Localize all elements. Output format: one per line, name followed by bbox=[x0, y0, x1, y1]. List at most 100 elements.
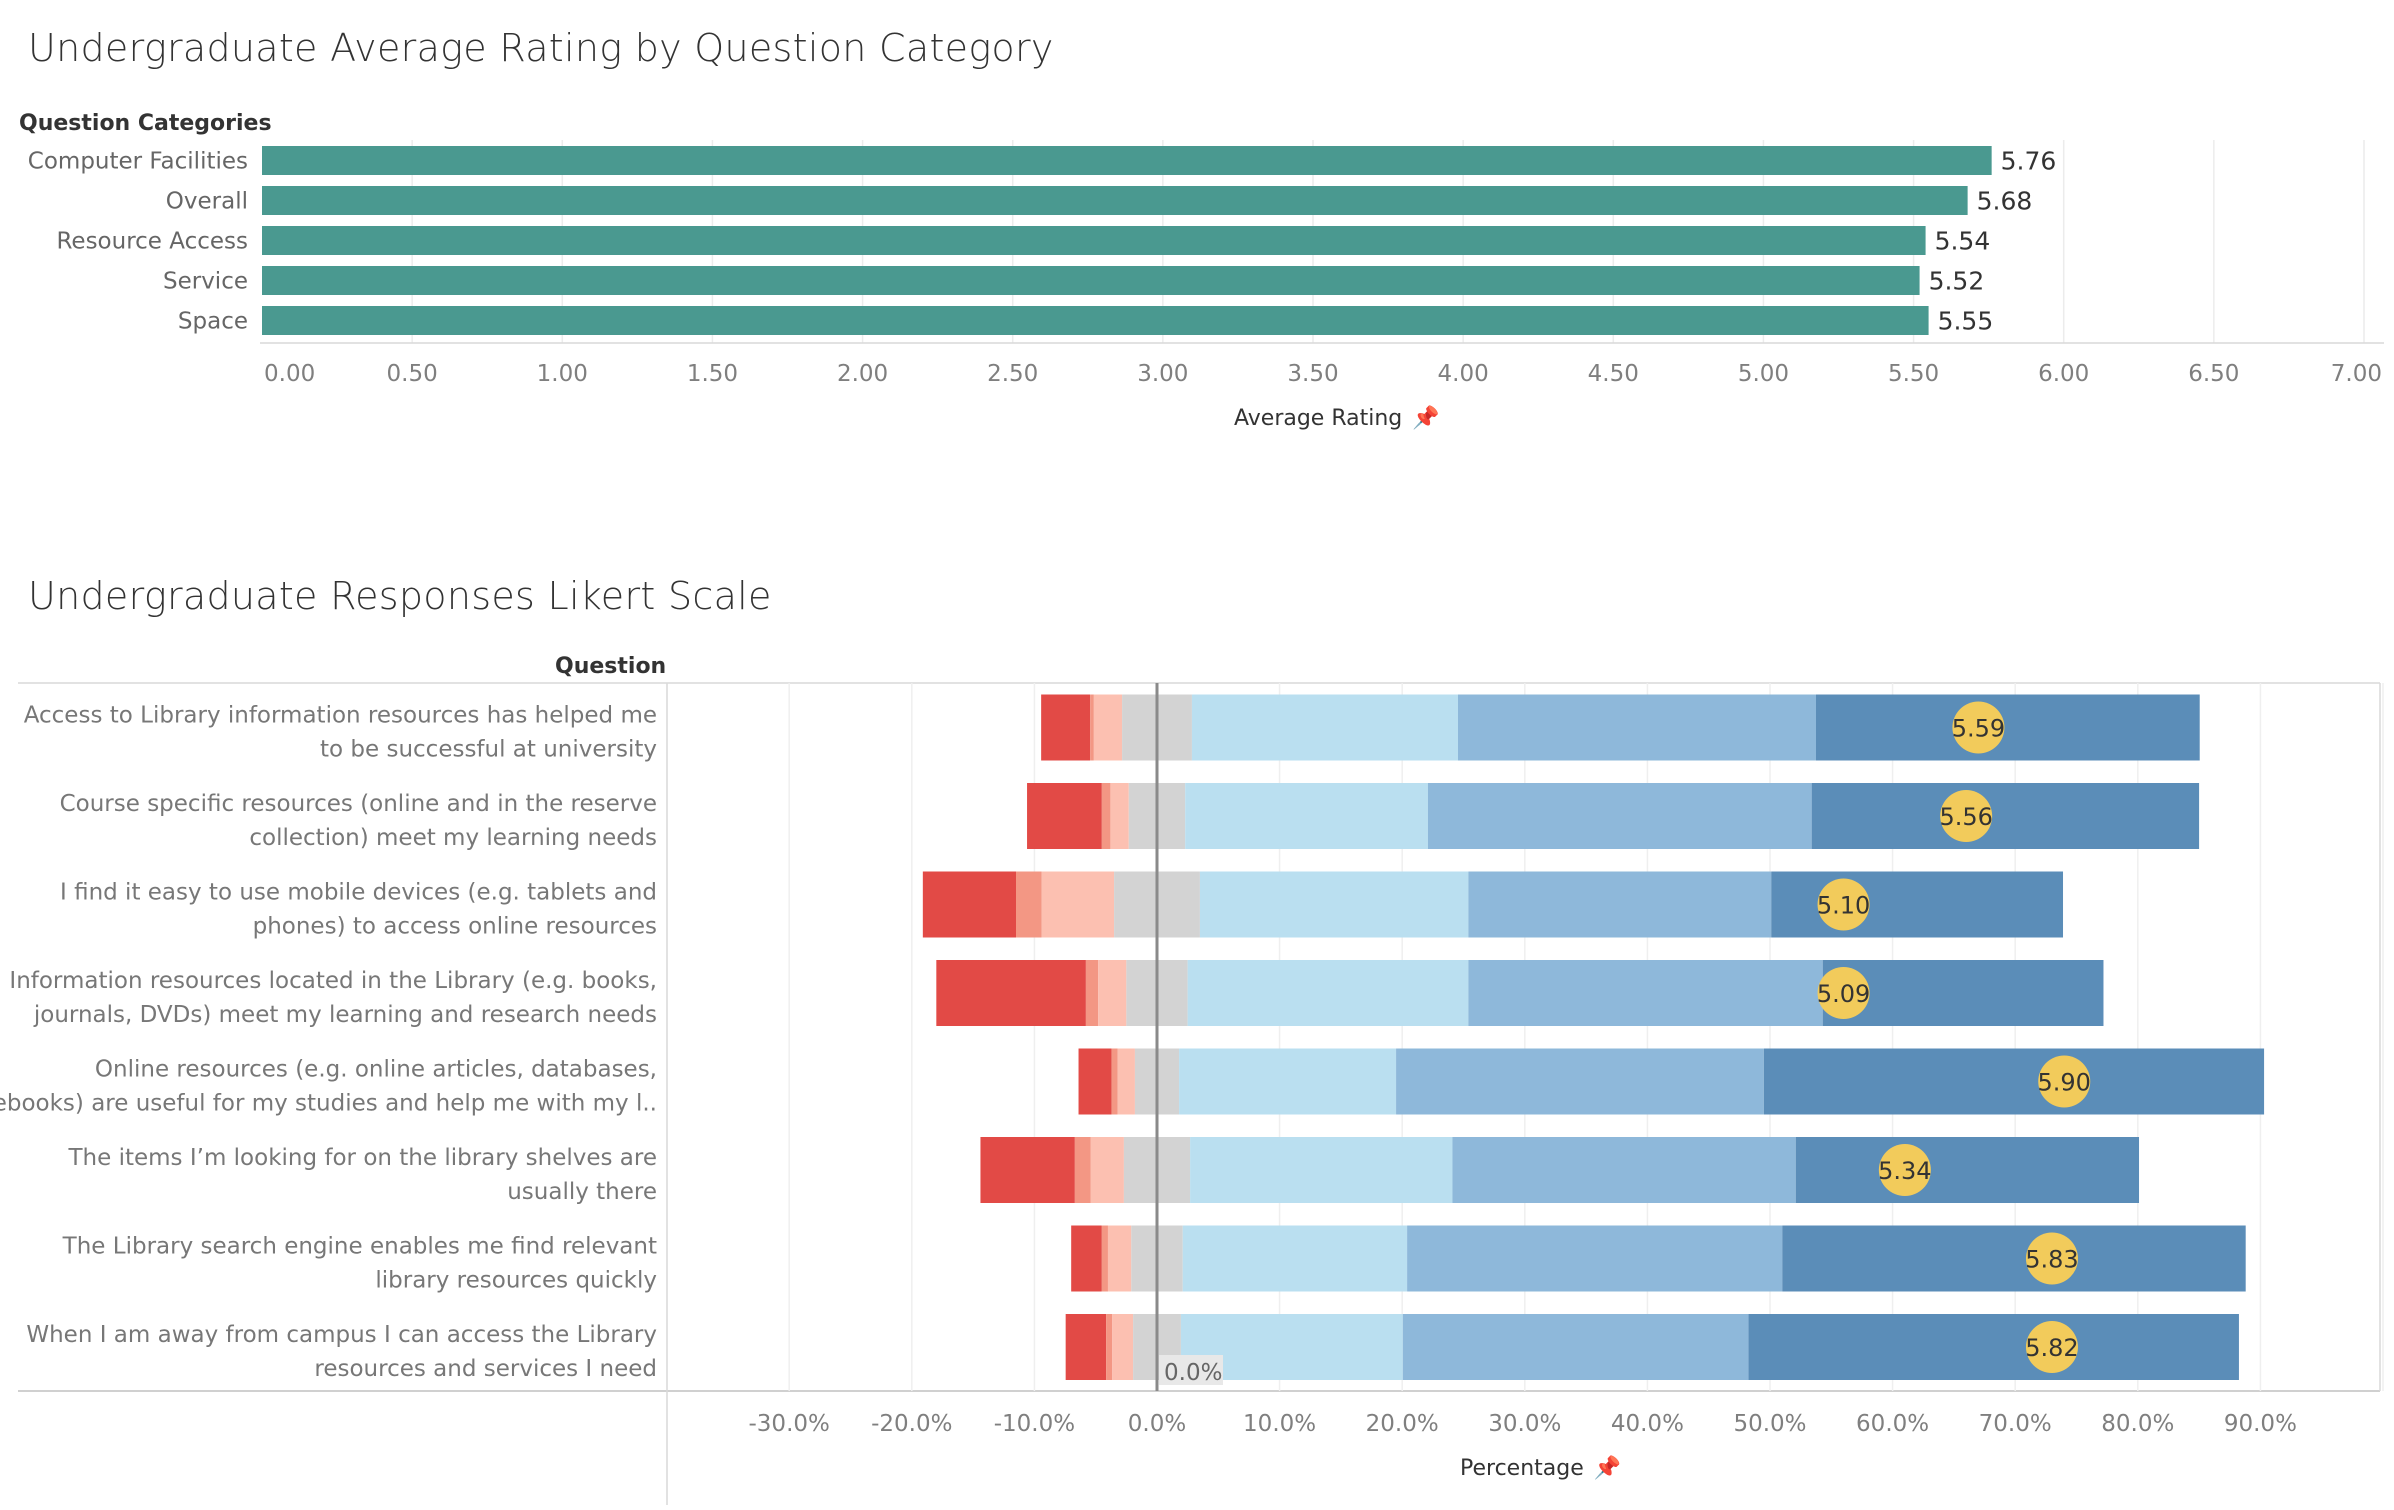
average-marker bbox=[1817, 967, 1870, 1019]
likert-segment bbox=[1101, 1225, 1108, 1292]
question-label: Information resources located in the Lib… bbox=[9, 968, 657, 994]
average-marker bbox=[1940, 790, 1993, 842]
average-label: 5.10 bbox=[1817, 892, 1870, 920]
rating-value-label: 5.68 bbox=[1977, 187, 2033, 216]
likert-segment bbox=[1112, 1314, 1134, 1380]
average-marker bbox=[2025, 1321, 2078, 1373]
likert-segment bbox=[1106, 1314, 1113, 1380]
category-label: Service bbox=[163, 269, 248, 295]
average-label: 5.82 bbox=[2025, 1334, 2078, 1362]
rating-bar bbox=[262, 146, 1992, 175]
question-label: When I am away from campus I can access … bbox=[26, 1322, 657, 1348]
likert-segment bbox=[980, 1137, 1075, 1203]
likert-segment bbox=[1468, 960, 1823, 1026]
top-tick-label: 4.00 bbox=[1438, 361, 1489, 387]
category-label: Overall bbox=[166, 189, 248, 215]
likert-segment bbox=[1041, 871, 1115, 938]
likert-segment bbox=[922, 871, 1017, 938]
average-label: 5.56 bbox=[1939, 803, 1992, 831]
top-bar-chart: Computer Facilities 5.76 Overall 5.68 Resour… bbox=[28, 140, 2384, 387]
question-label: I find it easy to use mobile devices (e.… bbox=[60, 880, 657, 906]
rating-value-label: 5.52 bbox=[1929, 267, 1985, 296]
top-tick-label: 0.00 bbox=[264, 361, 315, 387]
question-label: resources and services I need bbox=[314, 1356, 657, 1382]
bottom-axis-title: Percentage bbox=[1460, 1456, 1584, 1481]
bottom-tick-label: 50.0% bbox=[1733, 1411, 1806, 1437]
pin-icon[interactable]: 📌 bbox=[1593, 1456, 1622, 1481]
likert-segment bbox=[1110, 783, 1129, 849]
zero-label-box bbox=[1159, 1355, 1223, 1385]
top-tick-label: 6.00 bbox=[2038, 361, 2089, 387]
likert-segment bbox=[1185, 783, 1428, 849]
rating-bar bbox=[262, 306, 1929, 335]
likert-segment bbox=[1179, 1048, 1397, 1115]
likert-segment bbox=[1085, 960, 1099, 1026]
top-tick-label: 5.00 bbox=[1738, 361, 1789, 387]
average-marker bbox=[2038, 1055, 2091, 1108]
top-tick-label: 0.50 bbox=[387, 361, 438, 387]
top-axis-title: Average Rating bbox=[1234, 406, 1403, 431]
top-tick-label: 1.00 bbox=[537, 361, 588, 387]
average-marker bbox=[1817, 878, 1870, 931]
likert-segment bbox=[1093, 694, 1123, 761]
average-label: 5.34 bbox=[1878, 1157, 1931, 1185]
top-tick-label: 3.00 bbox=[1137, 361, 1188, 387]
top-axis-title-wrap: Average Rating 📌 bbox=[1234, 406, 1440, 431]
likert-segment bbox=[1748, 1314, 2239, 1380]
category-label: Space bbox=[178, 309, 248, 335]
question-label: The items I’m looking for on the library… bbox=[68, 1145, 658, 1171]
bottom-chart-title: Undergraduate Responses Likert Scale bbox=[28, 574, 772, 618]
question-label: collection) meet my learning needs bbox=[249, 825, 657, 851]
top-tick-label: 3.50 bbox=[1287, 361, 1338, 387]
question-label: Online resources (e.g. online articles, … bbox=[95, 1057, 657, 1083]
question-label: library resources quickly bbox=[375, 1268, 657, 1294]
likert-segment bbox=[1016, 871, 1042, 938]
likert-segment bbox=[1811, 783, 2200, 849]
top-tick-label: 7.00 bbox=[2331, 361, 2382, 387]
likert-segment bbox=[1396, 1048, 1764, 1115]
bottom-tick-label: 0.0% bbox=[1128, 1411, 1186, 1437]
average-label: 5.83 bbox=[2025, 1246, 2078, 1274]
likert-segment bbox=[1117, 1048, 1135, 1115]
likert-segment bbox=[1457, 694, 1816, 761]
likert-segment bbox=[1763, 1048, 2265, 1115]
question-label: usually there bbox=[507, 1179, 657, 1205]
average-label: 5.09 bbox=[1817, 980, 1870, 1008]
rating-bar bbox=[262, 226, 1926, 255]
bottom-tick-label: -10.0% bbox=[994, 1411, 1075, 1437]
bottom-tick-label: 10.0% bbox=[1243, 1411, 1316, 1437]
bottom-tick-label: 30.0% bbox=[1488, 1411, 1561, 1437]
likert-segment bbox=[1071, 1225, 1102, 1292]
top-tick-label: 1.50 bbox=[687, 361, 738, 387]
likert-segment bbox=[1427, 783, 1812, 849]
likert-segment bbox=[1101, 783, 1111, 849]
average-label: 5.59 bbox=[1952, 715, 2005, 743]
top-tick-label: 6.50 bbox=[2188, 361, 2239, 387]
likert-segment bbox=[1041, 694, 1091, 761]
rating-value-label: 5.76 bbox=[2001, 147, 2057, 176]
question-label: The Library search engine enables me fin… bbox=[62, 1234, 657, 1260]
category-label: Computer Facilities bbox=[28, 149, 248, 175]
bottom-tick-label: 90.0% bbox=[2224, 1411, 2297, 1437]
average-marker bbox=[1878, 1144, 1931, 1196]
bottom-tick-label: -30.0% bbox=[749, 1411, 830, 1437]
bottom-tick-label: 80.0% bbox=[2101, 1411, 2174, 1437]
likert-segment bbox=[1795, 1137, 2140, 1203]
likert-segment bbox=[936, 960, 1086, 1026]
likert-segment bbox=[1027, 783, 1102, 849]
likert-segment bbox=[1090, 694, 1094, 761]
bottom-tick-label: 60.0% bbox=[1856, 1411, 1929, 1437]
average-label: 5.90 bbox=[2038, 1069, 2091, 1097]
zero-reference-label: 0.0% bbox=[1164, 1360, 1222, 1386]
likert-segment bbox=[1111, 1048, 1118, 1115]
question-label: to be successful at university bbox=[320, 737, 657, 763]
question-label: ebooks) are useful for my studies and he… bbox=[0, 1091, 657, 1117]
likert-segment bbox=[1107, 1225, 1132, 1292]
pin-icon[interactable]: 📌 bbox=[1412, 406, 1440, 431]
top-tick-label: 5.50 bbox=[1888, 361, 1939, 387]
bottom-axis-title-wrap: Percentage 📌 bbox=[1460, 1456, 1621, 1481]
top-row-header: Question Categories bbox=[19, 111, 272, 136]
bottom-tick-label: -20.0% bbox=[871, 1411, 952, 1437]
rating-value-label: 5.54 bbox=[1935, 227, 1991, 256]
top-tick-label: 2.00 bbox=[837, 361, 888, 387]
